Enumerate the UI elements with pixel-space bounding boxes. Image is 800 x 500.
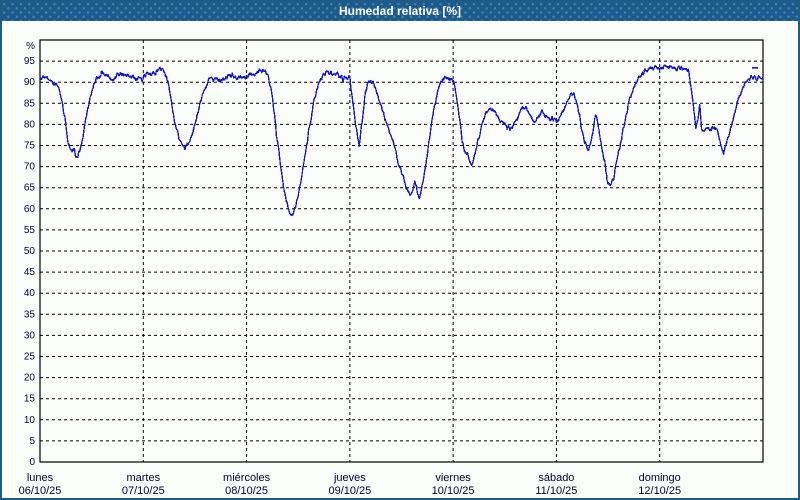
svg-text:30: 30 (24, 330, 36, 341)
svg-text:5: 5 (29, 436, 35, 447)
svg-text:85: 85 (24, 98, 36, 109)
svg-text:0: 0 (29, 457, 35, 468)
svg-text:10: 10 (24, 415, 36, 426)
svg-text:90: 90 (24, 77, 36, 88)
svg-text:40: 40 (24, 288, 36, 299)
svg-text:15: 15 (24, 394, 36, 405)
svg-text:75: 75 (24, 141, 36, 152)
svg-text:20: 20 (24, 373, 36, 384)
svg-text:50: 50 (24, 246, 36, 257)
svg-text:60: 60 (24, 204, 36, 215)
svg-text:25: 25 (24, 352, 36, 363)
svg-text:70: 70 (24, 162, 36, 173)
svg-text:35: 35 (24, 309, 36, 320)
svg-text:55: 55 (24, 225, 36, 236)
svg-text:80: 80 (24, 119, 36, 130)
svg-text:%: % (26, 41, 35, 52)
svg-text:65: 65 (24, 183, 36, 194)
svg-text:45: 45 (24, 267, 36, 278)
svg-text:95: 95 (24, 56, 36, 67)
